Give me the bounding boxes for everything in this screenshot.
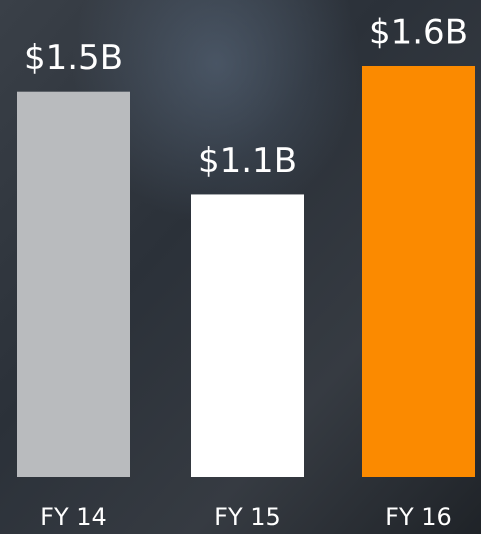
- category-label: FY 16: [385, 503, 452, 531]
- bar: [191, 194, 304, 477]
- value-label: $1.5B: [24, 38, 123, 78]
- chart: $1.5B FY 14 $1.1B FY 15 $1.6B FY 16: [0, 0, 481, 534]
- category-label: FY 14: [40, 503, 107, 531]
- category-label: FY 15: [214, 503, 281, 531]
- value-label: $1.1B: [198, 141, 297, 181]
- page: $1.5BFY 14$1.1BFY 15$1.6BFY 16 (() => { …: [0, 0, 481, 534]
- bar: [17, 92, 130, 477]
- value-label: $1.6B: [369, 13, 468, 53]
- bar: [362, 66, 475, 477]
